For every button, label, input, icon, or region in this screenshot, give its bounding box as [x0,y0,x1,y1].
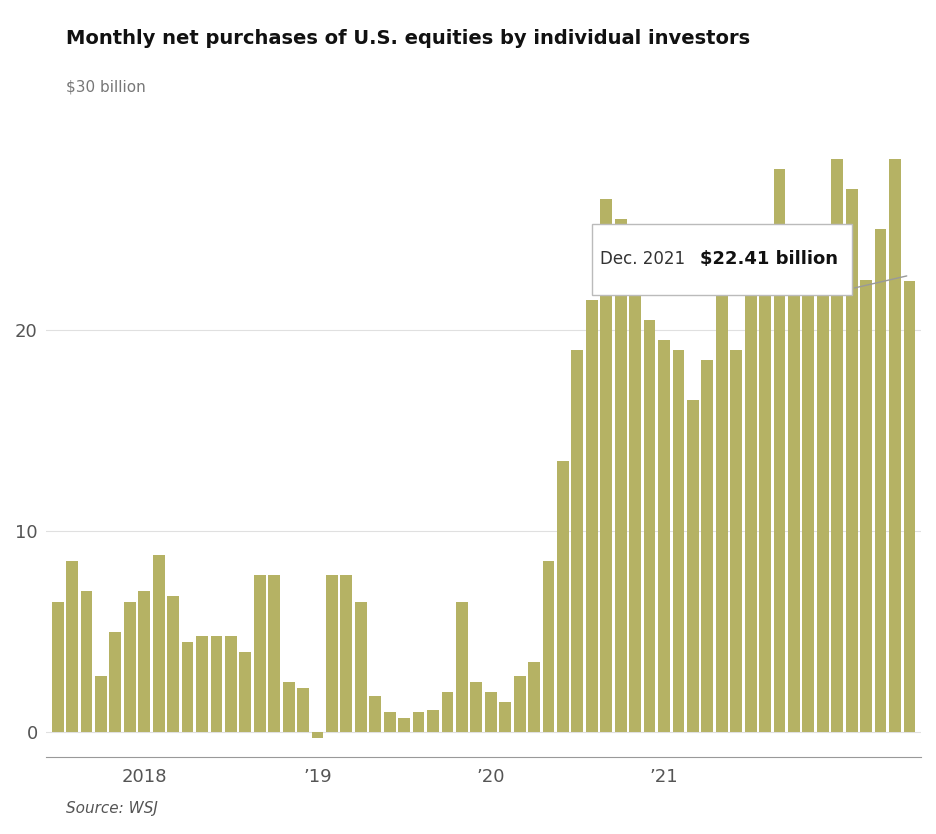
Bar [514,676,525,732]
Bar [442,692,453,732]
Bar [66,561,78,732]
Bar [817,279,828,732]
Bar [730,350,742,732]
Bar [889,158,901,732]
Bar [355,601,367,732]
Bar [196,636,208,732]
Bar [716,279,727,732]
Bar [543,561,554,732]
Bar [225,636,237,732]
Text: Monthly net purchases of U.S. equities by individual investors: Monthly net purchases of U.S. equities b… [66,29,750,48]
Bar [51,601,64,732]
Text: $30 billion: $30 billion [66,79,145,94]
Bar [384,712,396,732]
Bar [240,652,251,732]
Bar [673,350,684,732]
FancyBboxPatch shape [592,224,852,294]
Bar [370,696,381,732]
Bar [427,711,439,732]
Text: Source: WSJ: Source: WSJ [66,801,157,816]
Bar [398,718,410,732]
Bar [499,702,511,732]
Bar [110,631,122,732]
Bar [124,601,136,732]
Bar [629,289,641,732]
Bar [903,281,915,732]
Bar [312,732,324,738]
Bar [80,591,93,732]
Bar [269,575,280,732]
Bar [182,642,194,732]
Bar [831,158,843,732]
Bar [326,575,338,732]
Bar [139,591,150,732]
Bar [297,688,309,732]
Bar [341,575,352,732]
Bar [586,299,598,732]
Bar [153,555,165,732]
Bar [860,279,872,732]
Bar [615,219,626,732]
Text: $22.41 billion: $22.41 billion [700,250,838,269]
Bar [528,662,540,732]
Bar [485,692,497,732]
Bar [745,279,756,732]
Bar [254,575,266,732]
Bar [600,199,612,732]
Bar [95,676,107,732]
Bar [846,189,857,732]
Bar [456,601,468,732]
Bar [168,595,179,732]
Bar [687,400,699,732]
Bar [471,682,482,732]
Bar [211,636,223,732]
Bar [644,319,655,732]
Bar [572,350,583,732]
Bar [773,168,785,732]
Bar [788,279,800,732]
Bar [759,279,771,732]
Bar [283,682,295,732]
Bar [874,229,886,732]
Bar [658,340,670,732]
Bar [557,460,569,732]
Bar [413,712,425,732]
Bar [802,229,814,732]
Bar [701,360,713,732]
Text: Dec. 2021: Dec. 2021 [601,250,696,269]
